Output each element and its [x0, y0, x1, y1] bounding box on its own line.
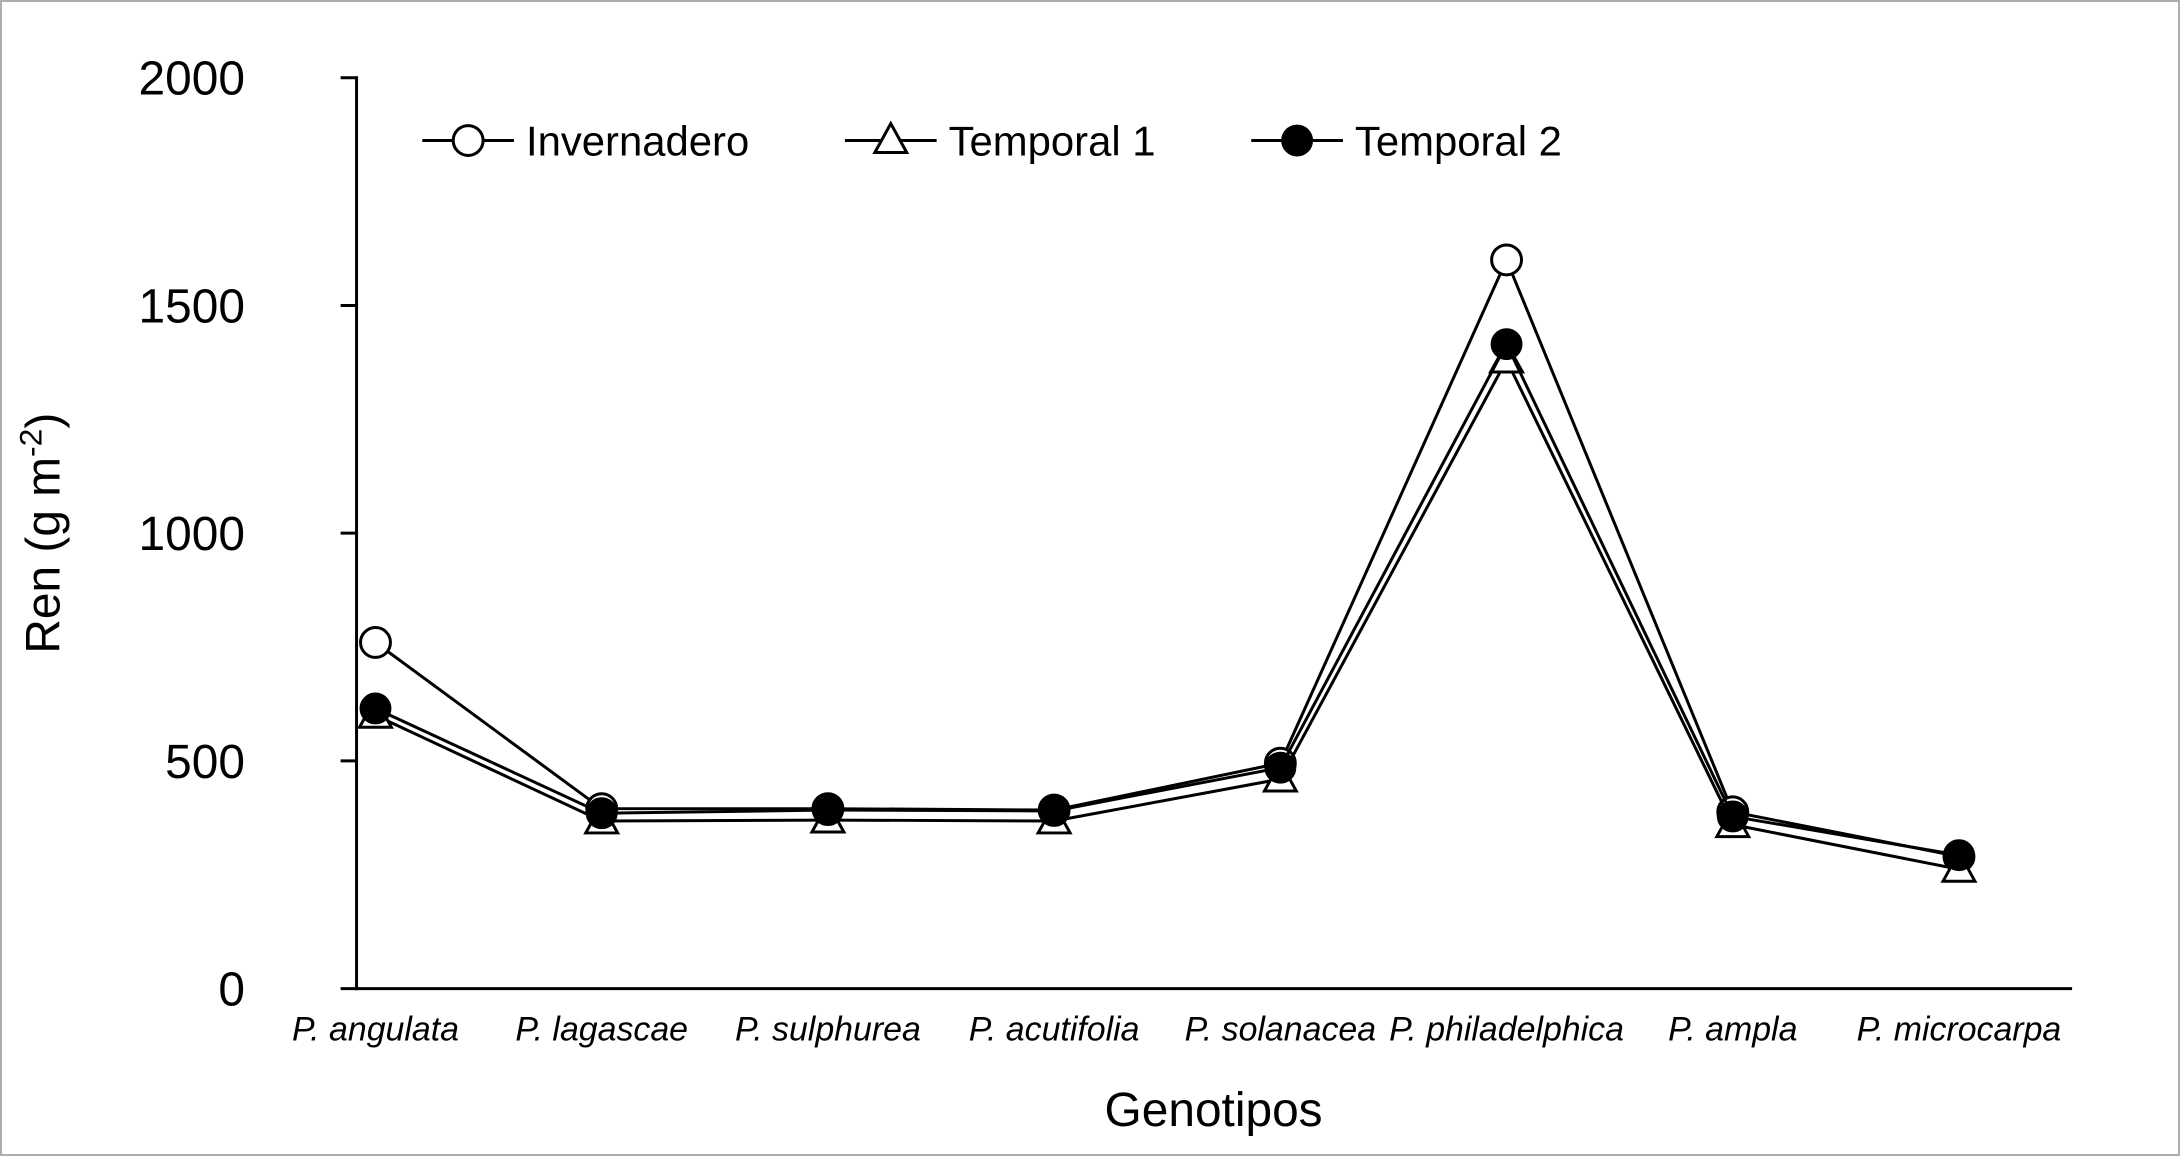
series-line: [374, 340, 1960, 857]
legend-label: Invernadero: [526, 117, 749, 164]
legend-label: Temporal 1: [949, 117, 1156, 164]
y-tick-label: 1000: [139, 508, 245, 561]
axes: [355, 76, 2073, 991]
x-category-label: P. microcarpa: [1857, 1010, 2062, 1048]
y-tick-label: 2000: [139, 53, 245, 106]
open-circle-marker: [359, 626, 392, 659]
legend-label: Temporal 2: [1355, 117, 1562, 164]
x-category-label: P. angulata: [292, 1010, 459, 1048]
filled-circle-marker: [1264, 751, 1297, 784]
series-invernadero: [359, 243, 1976, 873]
filled-circle-marker: [1716, 800, 1749, 833]
x-category-label: P. acutifolia: [969, 1010, 1140, 1048]
y-tick-label: 0: [218, 964, 245, 1017]
x-category-label: P. philadelphica: [1389, 1010, 1624, 1048]
y-axis-ticks: 0 500 1000 1500 2000: [139, 53, 357, 1017]
series-line: [374, 256, 1960, 858]
x-category-label: P. sulphurea: [735, 1010, 921, 1048]
x-category-label: P. ampla: [1668, 1010, 1797, 1048]
x-axis-labels: P. angulata P. lagascae P. sulphurea P. acu…: [292, 1010, 2061, 1048]
filled-circle-marker: [1038, 795, 1071, 827]
x-axis-title: Genotipos: [1105, 1084, 1323, 1137]
y-tick-label: 500: [165, 736, 245, 789]
series-line: [374, 356, 1960, 871]
open-triangle-marker: [872, 120, 910, 154]
filled-circle-marker: [1281, 124, 1314, 157]
y-axis-title: Ren (g m-2): [13, 413, 71, 654]
x-category-label: P. lagascae: [515, 1010, 688, 1048]
x-category-label: P. solanacea: [1185, 1010, 1377, 1048]
filled-circle-marker: [1943, 839, 1975, 872]
series-temporal-2: [359, 328, 1975, 872]
legend: Invernadero Temporal 1 Temporal 2: [422, 117, 1562, 164]
filled-circle-marker: [1490, 328, 1523, 361]
open-circle-marker: [1490, 243, 1523, 277]
y-tick-label: 1500: [139, 280, 245, 333]
filled-circle-marker: [359, 692, 392, 725]
filled-circle-marker: [585, 797, 618, 830]
filled-circle-marker: [811, 794, 844, 826]
open-circle-marker: [451, 124, 485, 157]
